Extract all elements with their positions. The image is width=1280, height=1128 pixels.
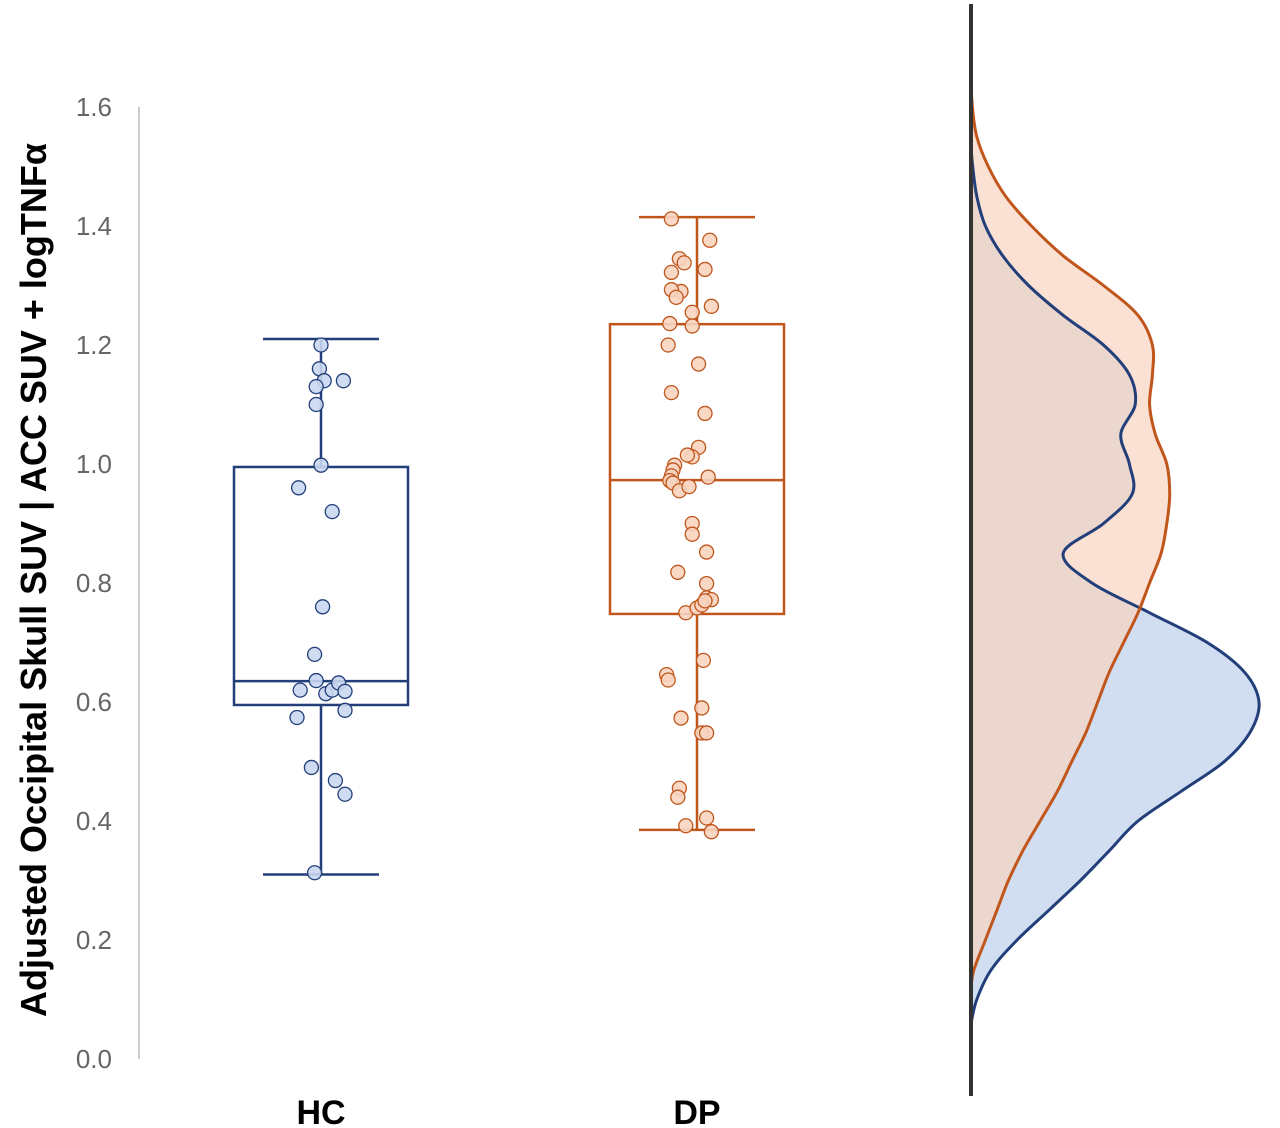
data-point-dp bbox=[670, 564, 686, 580]
category-label-hc: HC bbox=[296, 1094, 345, 1128]
data-point-hc bbox=[337, 786, 353, 802]
box-plots bbox=[232, 215, 786, 876]
data-point-dp bbox=[681, 478, 697, 495]
data-point-hc bbox=[314, 599, 331, 615]
data-point-hc bbox=[306, 646, 323, 663]
data-point-hc bbox=[303, 759, 320, 776]
data-point-dp bbox=[694, 700, 710, 716]
y-tick-label: 0.8 bbox=[76, 568, 112, 598]
y-tick-label: 0.4 bbox=[76, 806, 112, 836]
data-point-dp bbox=[673, 710, 689, 726]
data-point-dp bbox=[698, 575, 715, 592]
data-point-dp bbox=[698, 725, 715, 741]
data-point-dp bbox=[698, 810, 715, 826]
data-point-hc bbox=[292, 682, 308, 698]
data-point-dp bbox=[703, 298, 720, 314]
y-tick-label: 1.6 bbox=[76, 92, 112, 122]
data-point-dp bbox=[697, 405, 713, 422]
data-point-dp bbox=[698, 544, 715, 560]
density-area-dp bbox=[971, 83, 1170, 988]
data-point-dp bbox=[676, 255, 692, 271]
data-point-hc bbox=[308, 378, 324, 395]
data-point-hc bbox=[327, 772, 344, 789]
y-tick-label: 1.0 bbox=[76, 449, 112, 479]
data-point-dp bbox=[697, 261, 713, 278]
data-point-dp bbox=[703, 824, 720, 840]
category-label-dp: DP bbox=[673, 1094, 720, 1128]
data-point-hc bbox=[337, 702, 353, 718]
data-point-dp bbox=[660, 337, 676, 353]
data-point-dp bbox=[679, 447, 696, 463]
data-point-hc bbox=[290, 480, 307, 496]
data-point-hc bbox=[308, 672, 324, 689]
data-point-dp bbox=[663, 264, 680, 281]
data-point-hc bbox=[335, 373, 352, 389]
data-point-hc bbox=[308, 396, 324, 413]
data-point-dp bbox=[702, 232, 718, 248]
x-category-labels: HC DP bbox=[296, 1094, 720, 1128]
y-tick-label: 0.0 bbox=[76, 1044, 112, 1074]
data-point-dp bbox=[690, 356, 707, 372]
data-point-dp bbox=[662, 315, 678, 332]
y-axis-title: Adjusted Occipital Skull SUV | ACC SUV +… bbox=[13, 143, 55, 1017]
y-tick-label: 0.6 bbox=[76, 687, 112, 717]
data-point-dp bbox=[684, 526, 700, 542]
data-point-dp bbox=[684, 318, 700, 334]
y-tick-label: 1.2 bbox=[76, 330, 112, 360]
data-point-dp bbox=[695, 652, 712, 668]
data-point-hc bbox=[313, 337, 329, 353]
data-point-hc bbox=[289, 709, 305, 726]
iqr-box bbox=[232, 465, 410, 707]
data-point-dp bbox=[697, 593, 713, 609]
density-line-dp bbox=[969, 83, 1172, 988]
y-tick-label: 0.2 bbox=[76, 925, 112, 955]
data-point-dp bbox=[663, 211, 680, 227]
y-axis: 0.0 0.2 0.4 0.6 0.8 1.0 1.2 1.4 1.6 bbox=[76, 92, 140, 1074]
data-point-hc bbox=[337, 683, 353, 699]
data-point-dp bbox=[678, 818, 694, 834]
data-point-hc bbox=[313, 457, 329, 473]
density-panel bbox=[969, 4, 1261, 1096]
y-tick-label: 1.4 bbox=[76, 211, 112, 241]
data-point-hc bbox=[306, 865, 323, 881]
data-point-dp bbox=[668, 289, 684, 306]
data-point-dp bbox=[663, 384, 680, 401]
density-line-hc bbox=[969, 148, 1261, 1024]
data-point-dp bbox=[660, 672, 676, 688]
y-tick-labels: 0.0 0.2 0.4 0.6 0.8 1.0 1.2 1.4 1.6 bbox=[76, 92, 112, 1074]
data-point-hc bbox=[324, 503, 340, 520]
jitter-points bbox=[289, 211, 720, 881]
data-point-dp bbox=[700, 469, 716, 485]
data-point-dp bbox=[670, 789, 686, 805]
data-point-dp bbox=[684, 304, 700, 320]
